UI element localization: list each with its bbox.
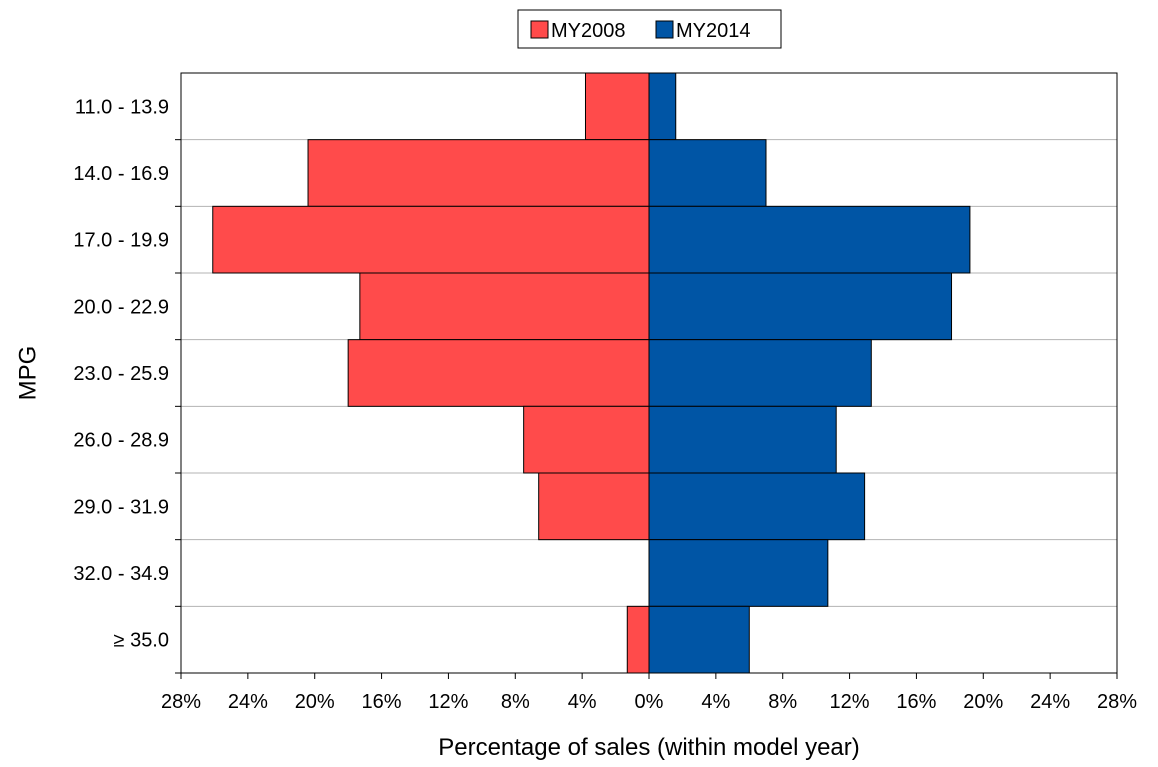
bar-my2014 [648,272,953,341]
bar-my2014 [648,472,866,541]
bar-my2014 [648,539,829,607]
bar-my2014 [648,605,750,674]
x-axis: 28% 24% 20% 16% 12% 8% 4% 0% 4% 8% 12% 16% 20% 24% 28% [161,673,1137,713]
x-tick-label: 28% [161,691,201,713]
bar-my2014 [648,405,837,474]
legend-swatch-my2008 [530,20,549,39]
category-label: 11.0 - 13.9 [75,96,169,118]
category-label: 20.0 - 22.9 [73,296,169,318]
bar-my2014 [648,339,872,407]
bar-my2014 [648,72,677,141]
category-label: 23.0 - 25.9 [73,363,169,385]
bar-my2008 [212,205,650,274]
x-tick-label: 4% [701,691,730,713]
bar-my2008 [523,405,650,474]
x-tick-label: 20% [963,691,1003,713]
category-label: 29.0 - 31.9 [73,496,169,518]
bar-my2008 [584,72,650,141]
y-axis: 11.0 - 13.9 14.0 - 16.9 17.0 - 19.9 20.0 - … [73,96,181,674]
legend-label-my2008: MY2008 [551,20,626,42]
bar-my2008 [538,472,650,541]
category-label: ≥ 35.0 [114,630,169,652]
bar-my2008 [307,139,650,207]
legend-frame [517,9,782,49]
x-tick-label: 24% [228,691,268,713]
x-tick-label: 16% [896,691,936,713]
bar-my2008 [359,272,650,341]
x-tick-label: 0% [635,691,664,713]
bar-my2014 [648,139,767,207]
category-label: 26.0 - 28.9 [73,430,169,452]
legend-swatch-my2014 [655,20,674,39]
category-label: 14.0 - 16.9 [73,163,169,185]
bars [212,72,971,674]
bar-my2008 [347,339,650,407]
bar-my2008 [626,605,650,674]
x-tick-label: 12% [428,691,468,713]
legend-label-my2014: MY2014 [676,20,751,42]
bar-my2014 [648,205,971,274]
x-tick-label: 20% [295,691,335,713]
legend: MY2008 MY2014 [517,9,782,49]
category-label: 17.0 - 19.9 [73,230,169,252]
x-axis-title: Percentage of sales (within model year) [438,734,860,761]
x-tick-label: 24% [1030,691,1070,713]
y-axis-title: MPG [14,346,41,401]
x-tick-label: 8% [768,691,797,713]
x-tick-label: 28% [1097,691,1137,713]
x-tick-label: 16% [362,691,402,713]
x-tick-label: 4% [568,691,597,713]
x-tick-label: 12% [830,691,870,713]
x-tick-label: 8% [501,691,530,713]
category-label: 32.0 - 34.9 [73,563,169,585]
